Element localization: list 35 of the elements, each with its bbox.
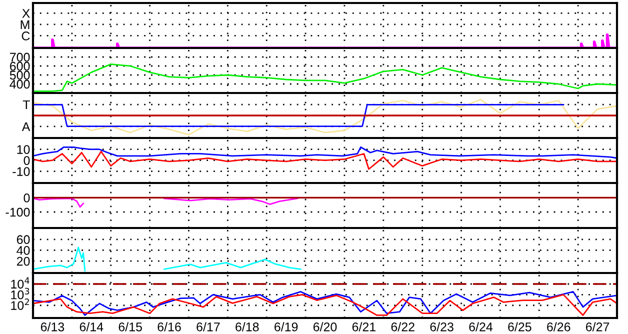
- y-tick-label: -100: [6, 208, 30, 217]
- y-tick-label: 10$^{3}$: [11, 288, 30, 300]
- x-tick-label: 6/24: [469, 322, 493, 332]
- text: C: [22, 32, 30, 40]
- text: A: [22, 122, 30, 132]
- text: M: [20, 20, 30, 30]
- y-tick-label: 10: [17, 145, 30, 154]
- y-tick-label: 60: [16, 235, 30, 244]
- y-tick-label: 40: [16, 246, 30, 255]
- y-tick-label: 600: [10, 62, 30, 71]
- y-tick-label: 400: [10, 80, 30, 89]
- x-tick-label: 6/25: [508, 322, 532, 332]
- y-tick-label: 20: [16, 256, 30, 266]
- x-tick-label: 6/13: [40, 322, 64, 332]
- y-tick-label: 0: [24, 156, 30, 165]
- x-tick-label: 6/21: [352, 322, 376, 332]
- y-tick-label: 10$^{2}$: [11, 298, 29, 310]
- text: T: [22, 100, 30, 110]
- x-tick-label: 6/16: [158, 322, 181, 332]
- y-tick-label: -10: [12, 167, 30, 176]
- y-tick-label: 700: [10, 52, 30, 62]
- x-tick-label: 6/15: [118, 322, 142, 332]
- x-tick-label: 6/26: [547, 322, 570, 332]
- x-tick-label: 6/18: [236, 322, 259, 332]
- y-tick-label: 10$^{4}$: [11, 277, 30, 289]
- x-tick-label: 6/14: [80, 322, 104, 332]
- x-tick-label: 6/22: [391, 322, 414, 332]
- y-tick-label: 0: [24, 194, 30, 202]
- x-tick-label: 6/27: [586, 322, 610, 332]
- x-tick-label: 6/20: [313, 322, 337, 332]
- x-tick-label: 6/19: [274, 322, 298, 332]
- text: X: [22, 9, 30, 18]
- x-tick-label: 6/23: [430, 322, 454, 332]
- x-tick-label: 6/17: [196, 322, 220, 332]
- y-tick-label: 500: [10, 70, 30, 80]
